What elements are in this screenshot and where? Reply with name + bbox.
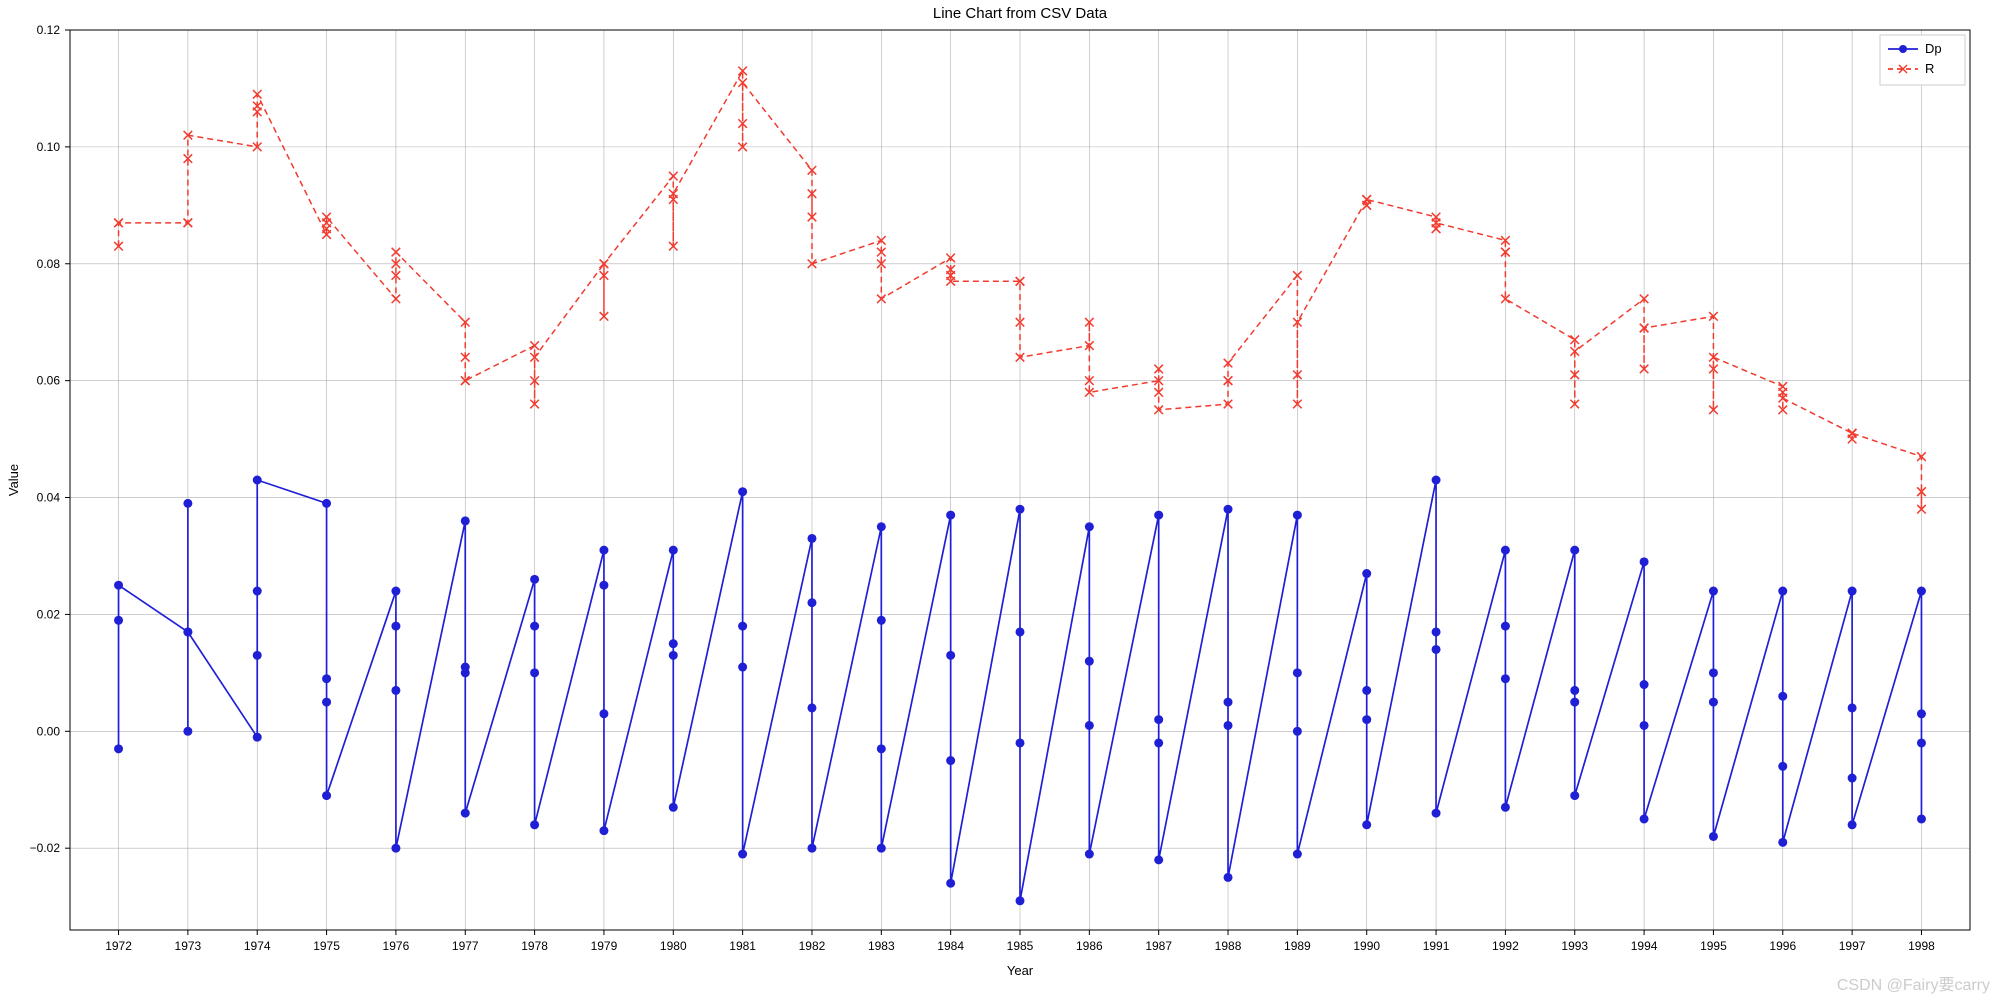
- svg-text:1983: 1983: [868, 939, 895, 953]
- svg-text:1978: 1978: [521, 939, 548, 953]
- svg-text:1994: 1994: [1631, 939, 1658, 953]
- svg-text:1987: 1987: [1145, 939, 1172, 953]
- svg-text:1998: 1998: [1908, 939, 1935, 953]
- svg-text:1972: 1972: [105, 939, 132, 953]
- svg-text:1997: 1997: [1839, 939, 1866, 953]
- svg-text:1992: 1992: [1492, 939, 1519, 953]
- svg-text:0.12: 0.12: [37, 23, 61, 37]
- svg-text:1981: 1981: [729, 939, 756, 953]
- svg-text:1979: 1979: [591, 939, 618, 953]
- svg-text:1995: 1995: [1700, 939, 1727, 953]
- svg-text:0.06: 0.06: [37, 374, 61, 388]
- svg-text:Dp: Dp: [1925, 41, 1942, 56]
- svg-text:Year: Year: [1007, 963, 1034, 978]
- svg-text:0.08: 0.08: [37, 257, 61, 271]
- svg-text:1976: 1976: [383, 939, 410, 953]
- svg-text:0.00: 0.00: [37, 724, 61, 738]
- svg-text:1988: 1988: [1215, 939, 1242, 953]
- chart-svg: 1972 1973 1974 1975 1976 1977 1978 1979 1980 1981…: [0, 0, 2000, 1000]
- svg-text:1989: 1989: [1284, 939, 1311, 953]
- svg-text:Line Chart from CSV Data: Line Chart from CSV Data: [933, 5, 1108, 22]
- svg-text:1986: 1986: [1076, 939, 1103, 953]
- svg-text:1980: 1980: [660, 939, 687, 953]
- svg-text:1991: 1991: [1423, 939, 1450, 953]
- svg-text:1974: 1974: [244, 939, 271, 953]
- svg-text:−0.02: −0.02: [30, 841, 61, 855]
- svg-text:1993: 1993: [1561, 939, 1588, 953]
- svg-text:1990: 1990: [1353, 939, 1380, 953]
- svg-text:1982: 1982: [799, 939, 826, 953]
- svg-text:1977: 1977: [452, 939, 479, 953]
- svg-text:0.04: 0.04: [37, 491, 61, 505]
- svg-text:1985: 1985: [1007, 939, 1034, 953]
- svg-text:Value: Value: [6, 464, 21, 496]
- line-chart: 1972 1973 1974 1975 1976 1977 1978 1979 1980 1981…: [0, 0, 2000, 1000]
- svg-text:1984: 1984: [937, 939, 964, 953]
- svg-text:1996: 1996: [1769, 939, 1796, 953]
- svg-text:1975: 1975: [313, 939, 340, 953]
- svg-text:0.10: 0.10: [37, 140, 61, 154]
- svg-text:0.02: 0.02: [37, 607, 61, 621]
- svg-text:R: R: [1925, 61, 1934, 76]
- svg-text:1973: 1973: [175, 939, 202, 953]
- watermark: CSDN @Fairy要carry: [1837, 971, 1990, 995]
